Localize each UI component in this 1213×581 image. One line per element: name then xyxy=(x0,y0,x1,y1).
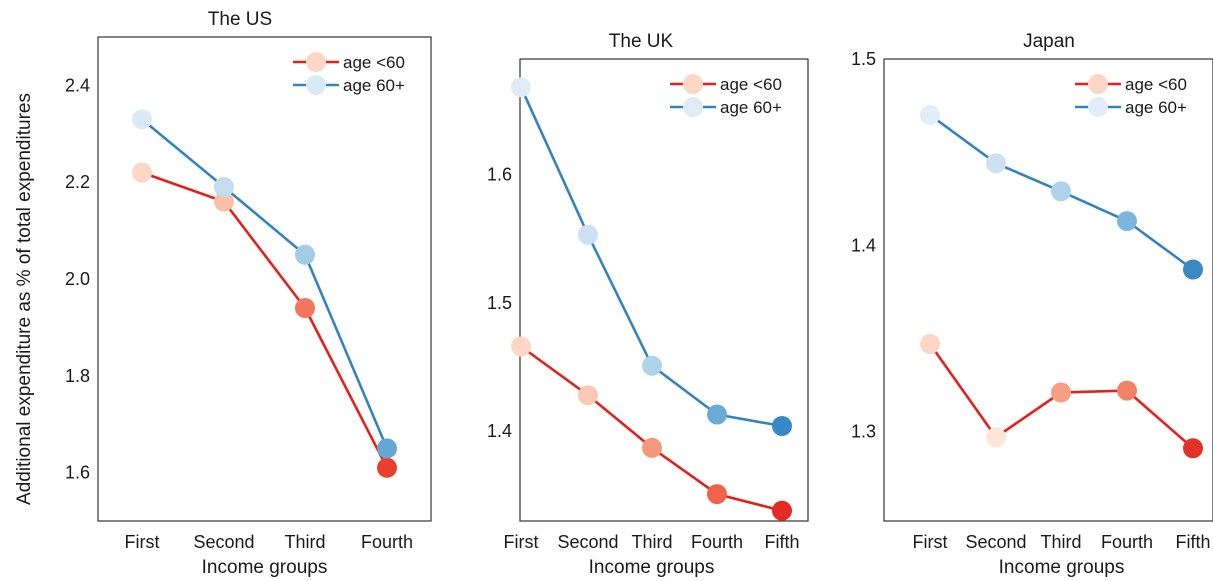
data-point xyxy=(772,416,792,436)
y-tick-label: 1.3 xyxy=(851,422,876,442)
legend-marker xyxy=(683,74,703,94)
data-point xyxy=(986,153,1006,174)
x-tick-label: Fourth xyxy=(1101,532,1153,552)
plot-frame xyxy=(97,36,432,522)
x-tick-label: First xyxy=(125,532,160,552)
data-point xyxy=(295,244,315,265)
chart-title: Japan xyxy=(1023,31,1075,52)
x-tick-label: Second xyxy=(557,532,618,552)
data-point xyxy=(642,355,662,376)
x-tick-label: First xyxy=(504,532,539,552)
legend-label: age <60 xyxy=(720,75,782,94)
plot-frame xyxy=(519,58,809,522)
chart-panel-us: The US 1.6 1.8 2.0 2.2 2.4 First Second Third Fou… xyxy=(65,9,432,578)
data-point xyxy=(1183,438,1203,459)
series-line-under-60 xyxy=(141,171,389,469)
data-point xyxy=(511,336,531,357)
x-axis-label: Income groups xyxy=(589,557,715,578)
x-tick-label: Second xyxy=(965,532,1026,552)
x-tick-label: Third xyxy=(284,532,325,552)
data-point xyxy=(642,437,662,458)
x-tick-label: Third xyxy=(1040,532,1081,552)
data-point xyxy=(578,224,598,245)
x-tick-label: Fifth xyxy=(764,532,799,552)
x-axis-label: Income groups xyxy=(999,557,1125,578)
y-tick-label: 1.6 xyxy=(65,463,90,483)
x-tick-label: Second xyxy=(193,532,254,552)
data-point xyxy=(132,162,152,183)
data-point xyxy=(214,191,234,212)
y-tick-label: 1.4 xyxy=(487,421,512,441)
data-point xyxy=(578,385,598,406)
legend-label: age 60+ xyxy=(343,76,405,95)
data-point xyxy=(511,77,531,98)
legend-label: age 60+ xyxy=(720,98,782,117)
data-point xyxy=(1183,259,1203,280)
chart-panel-uk: The UK 1.4 1.5 1.6 First Second Third Fourth Fif… xyxy=(487,31,809,578)
y-tick-label: 1.8 xyxy=(65,366,90,386)
data-point xyxy=(707,484,727,505)
legend-marker xyxy=(1088,74,1108,94)
chart-title: The US xyxy=(208,9,272,30)
x-tick-label: Fourth xyxy=(691,532,743,552)
y-tick-label: 2.0 xyxy=(65,269,90,289)
x-tick-label: First xyxy=(913,532,948,552)
data-point xyxy=(920,334,940,354)
data-point xyxy=(214,177,234,197)
x-tick-label: Third xyxy=(631,532,672,552)
y-tick-label: 1.5 xyxy=(487,293,512,313)
data-point xyxy=(1051,181,1071,202)
data-point xyxy=(1117,211,1137,232)
data-point xyxy=(920,104,940,125)
data-point xyxy=(707,404,727,425)
data-point xyxy=(132,109,152,130)
plot-frame xyxy=(883,58,1213,522)
series-line-60-plus xyxy=(141,118,389,449)
y-tick-label: 1.5 xyxy=(851,49,876,69)
x-axis-label: Income groups xyxy=(202,557,328,578)
legend-marker xyxy=(306,52,326,72)
legend-marker xyxy=(683,97,703,117)
legend-marker xyxy=(306,75,326,95)
data-point xyxy=(377,438,397,459)
chart-panel-japan: Japan 1.3 1.4 1.5 First Second Third Fourth Fift… xyxy=(851,31,1213,578)
legend-label: age <60 xyxy=(1125,75,1187,94)
figure-ylabel: Additional expenditure as % of total exp… xyxy=(14,93,35,505)
data-point xyxy=(1051,382,1071,403)
data-point xyxy=(1117,380,1137,401)
legend-label: age <60 xyxy=(343,53,405,72)
legend-marker xyxy=(1088,97,1108,117)
data-point xyxy=(295,298,315,318)
y-tick-label: 2.4 xyxy=(65,75,90,95)
y-tick-label: 2.2 xyxy=(65,172,90,192)
chart-title: The UK xyxy=(609,31,674,52)
x-tick-label: Fifth xyxy=(1175,532,1210,552)
y-tick-label: 1.4 xyxy=(851,235,876,255)
x-tick-label: Fourth xyxy=(361,532,413,552)
data-point xyxy=(986,427,1006,448)
data-point xyxy=(377,457,397,478)
y-tick-label: 1.6 xyxy=(487,165,512,185)
legend-label: age 60+ xyxy=(1125,98,1187,117)
data-point xyxy=(772,500,792,521)
